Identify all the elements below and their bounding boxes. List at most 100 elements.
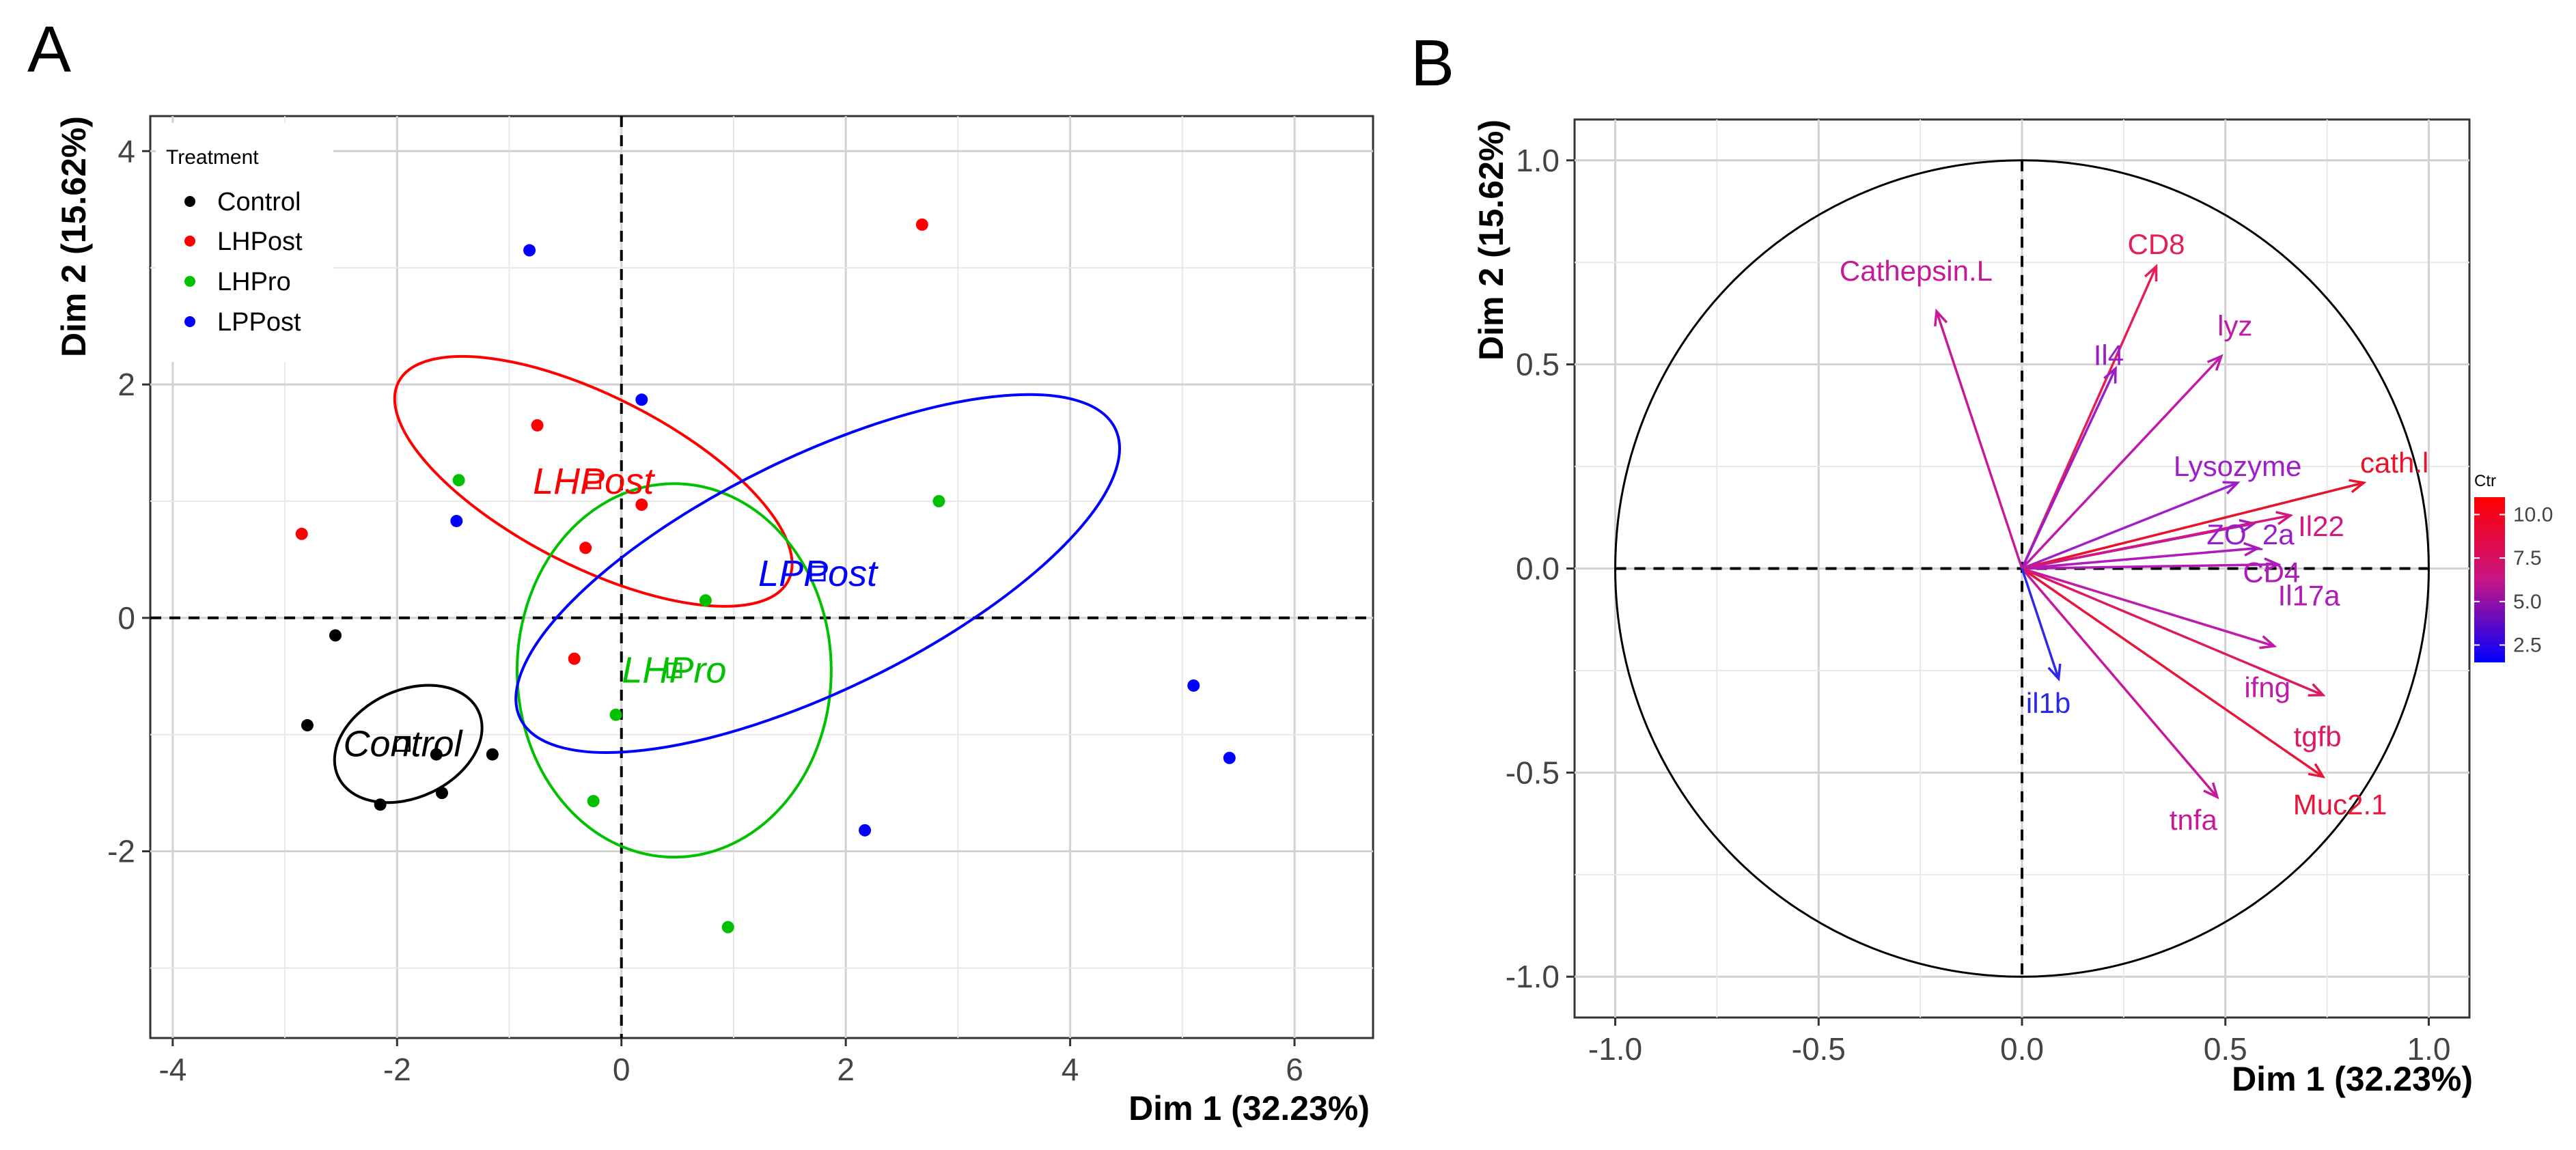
panel-b-y-axis-title: Dim 2 (15.62%) [1472,120,1510,361]
legend-label-lhpost: LHPost [217,227,303,256]
arrow-tnfa [2021,567,2219,798]
x-tick-label: -1.0 [1588,1031,1642,1067]
arrowhead-cath-l [2349,479,2367,493]
panel-a-grid [150,116,1373,1038]
panel-a-zero-lines [150,116,1373,1038]
colorbar-tick-label: 5.0 [2513,591,2542,613]
group-label-lhpost: LHPost [533,461,655,502]
ellipse-lhpost [393,354,794,608]
arrow-lyz [2021,355,2223,570]
legend-title: Treatment [166,146,259,169]
point-control [430,748,443,761]
panel-a-centroids [394,473,826,752]
x-tick-label: 0.0 [2000,1031,2044,1067]
point-lhpost [915,218,928,231]
y-tick-label: 0.5 [1516,347,1560,382]
x-tick-label: 0 [613,1052,631,1087]
legend-item-lppost: LPPost [184,308,301,337]
legend-label-lhpro: LHPro [217,268,291,296]
arrow-tgfb [2021,567,2324,697]
point-lppost [1223,751,1236,764]
variable-label-tgfb: tgfb [2294,720,2342,753]
colorbar-gradient [2474,497,2505,662]
y-tick-label: -0.5 [1506,755,1560,790]
point-lppost [450,514,463,527]
variable-label-lysozyme: Lysozyme [2174,450,2302,482]
x-tick-label: 1.0 [2407,1031,2450,1067]
point-lppost [523,244,536,257]
variable-label-muc2-1: Muc2.1 [2293,788,2387,820]
arrow-cath-l [2021,481,2364,570]
x-tick-label: -0.5 [1792,1031,1846,1067]
point-lhpro [721,921,734,934]
point-lhpro [932,494,945,507]
variable-label-cathepsin-l: Cathepsin.L [1840,255,1993,287]
x-tick-label: -4 [158,1052,186,1087]
variable-label-zo-2a: ZO_2a [2206,518,2295,550]
point-control [329,629,342,642]
x-tick-label: 2 [837,1052,855,1087]
arrowhead-tnfa [2203,782,2219,800]
centroid-lppost [809,565,826,582]
arrowhead-lyz [2206,354,2224,371]
colorbar-tick-label: 2.5 [2513,634,2542,657]
variable-label-cath-l: cath.l [2360,447,2428,479]
arrow-il1b [2021,567,2060,679]
point-lhpost [635,499,648,511]
arrow-il22 [2021,514,2291,570]
arrowhead-il1b [2047,663,2062,682]
point-lhpost [531,419,544,432]
panel-a-plot-area [149,115,1374,1039]
panel-b-y-ticks: -1.0 -0.5 0.0 0.5 1.0 [1506,143,1575,994]
arrowhead-il17a [2264,557,2282,572]
variable-label-il22: Il22 [2298,510,2344,542]
arrow-cathepsin-l [1935,311,2023,570]
panel-a-y-axis-title: Dim 2 (15.62%) [55,116,93,357]
variable-label-il4: Il4 [2094,339,2124,371]
arrow-ifng [2021,567,2275,647]
colorbar-ticks: 2.5 5.0 7.5 10.0 [2474,503,2553,657]
panel-a-y-ticks: -2 0 2 4 [107,133,150,869]
variable-label-cd4: CD4 [2243,557,2300,589]
point-lhpro [452,474,465,487]
point-control [486,748,499,761]
point-lhpost [568,652,581,665]
variable-label-ifng: ifng [2244,671,2290,703]
x-tick-label: 6 [1286,1052,1303,1087]
panel-a-points [295,218,1236,934]
variable-label-il1b: il1b [2026,687,2071,719]
legend-item-lhpro: LHPro [184,268,291,296]
panel-b-variable-arrows [1934,264,2367,800]
variable-label-cd8: CD8 [2127,228,2185,260]
panel-b-letter: B [1411,27,1454,100]
unit-circle [1614,159,2430,978]
y-tick-label: -2 [107,834,135,869]
y-tick-label: 4 [117,133,135,169]
arrow-il4 [2021,367,2117,570]
panel-a-x-axis-title: Dim 1 (32.23%) [1128,1089,1370,1127]
point-lhpro [699,594,712,607]
colorbar-tick-label: 10.0 [2513,503,2553,526]
panel-b-x-ticks: -1.0 -0.5 0.0 0.5 1.0 [1588,1018,2450,1067]
group-label-lppost: LPPost [758,553,878,594]
arrow-cd4 [2021,546,2258,570]
panel-a-group-labels: Control LHPost LHPro LPPost [343,461,878,764]
x-tick-label: 0.5 [2204,1031,2247,1067]
variable-label-il17a: Il17a [2278,580,2341,612]
point-lppost [635,393,648,406]
point-control [301,719,314,732]
panel-a-pca-individuals: A Control LHPost LHPro LPPost -4 -2 0 2 4 6 -2 0 2… [27,13,1374,1127]
y-tick-label: 2 [117,367,135,402]
arrowhead-lysozyme [2222,481,2241,494]
arrowhead-muc2-1 [2308,763,2326,779]
panel-a-confidence-ellipses [333,354,1121,859]
arrowhead-il4 [2103,365,2117,384]
group-label-control: Control [343,723,463,764]
centroid-control [394,735,411,752]
ellipse-lhpro [516,482,833,859]
variable-label-lyz: lyz [2217,310,2252,342]
point-lhpost [295,527,308,540]
y-tick-label: 1.0 [1516,143,1560,178]
